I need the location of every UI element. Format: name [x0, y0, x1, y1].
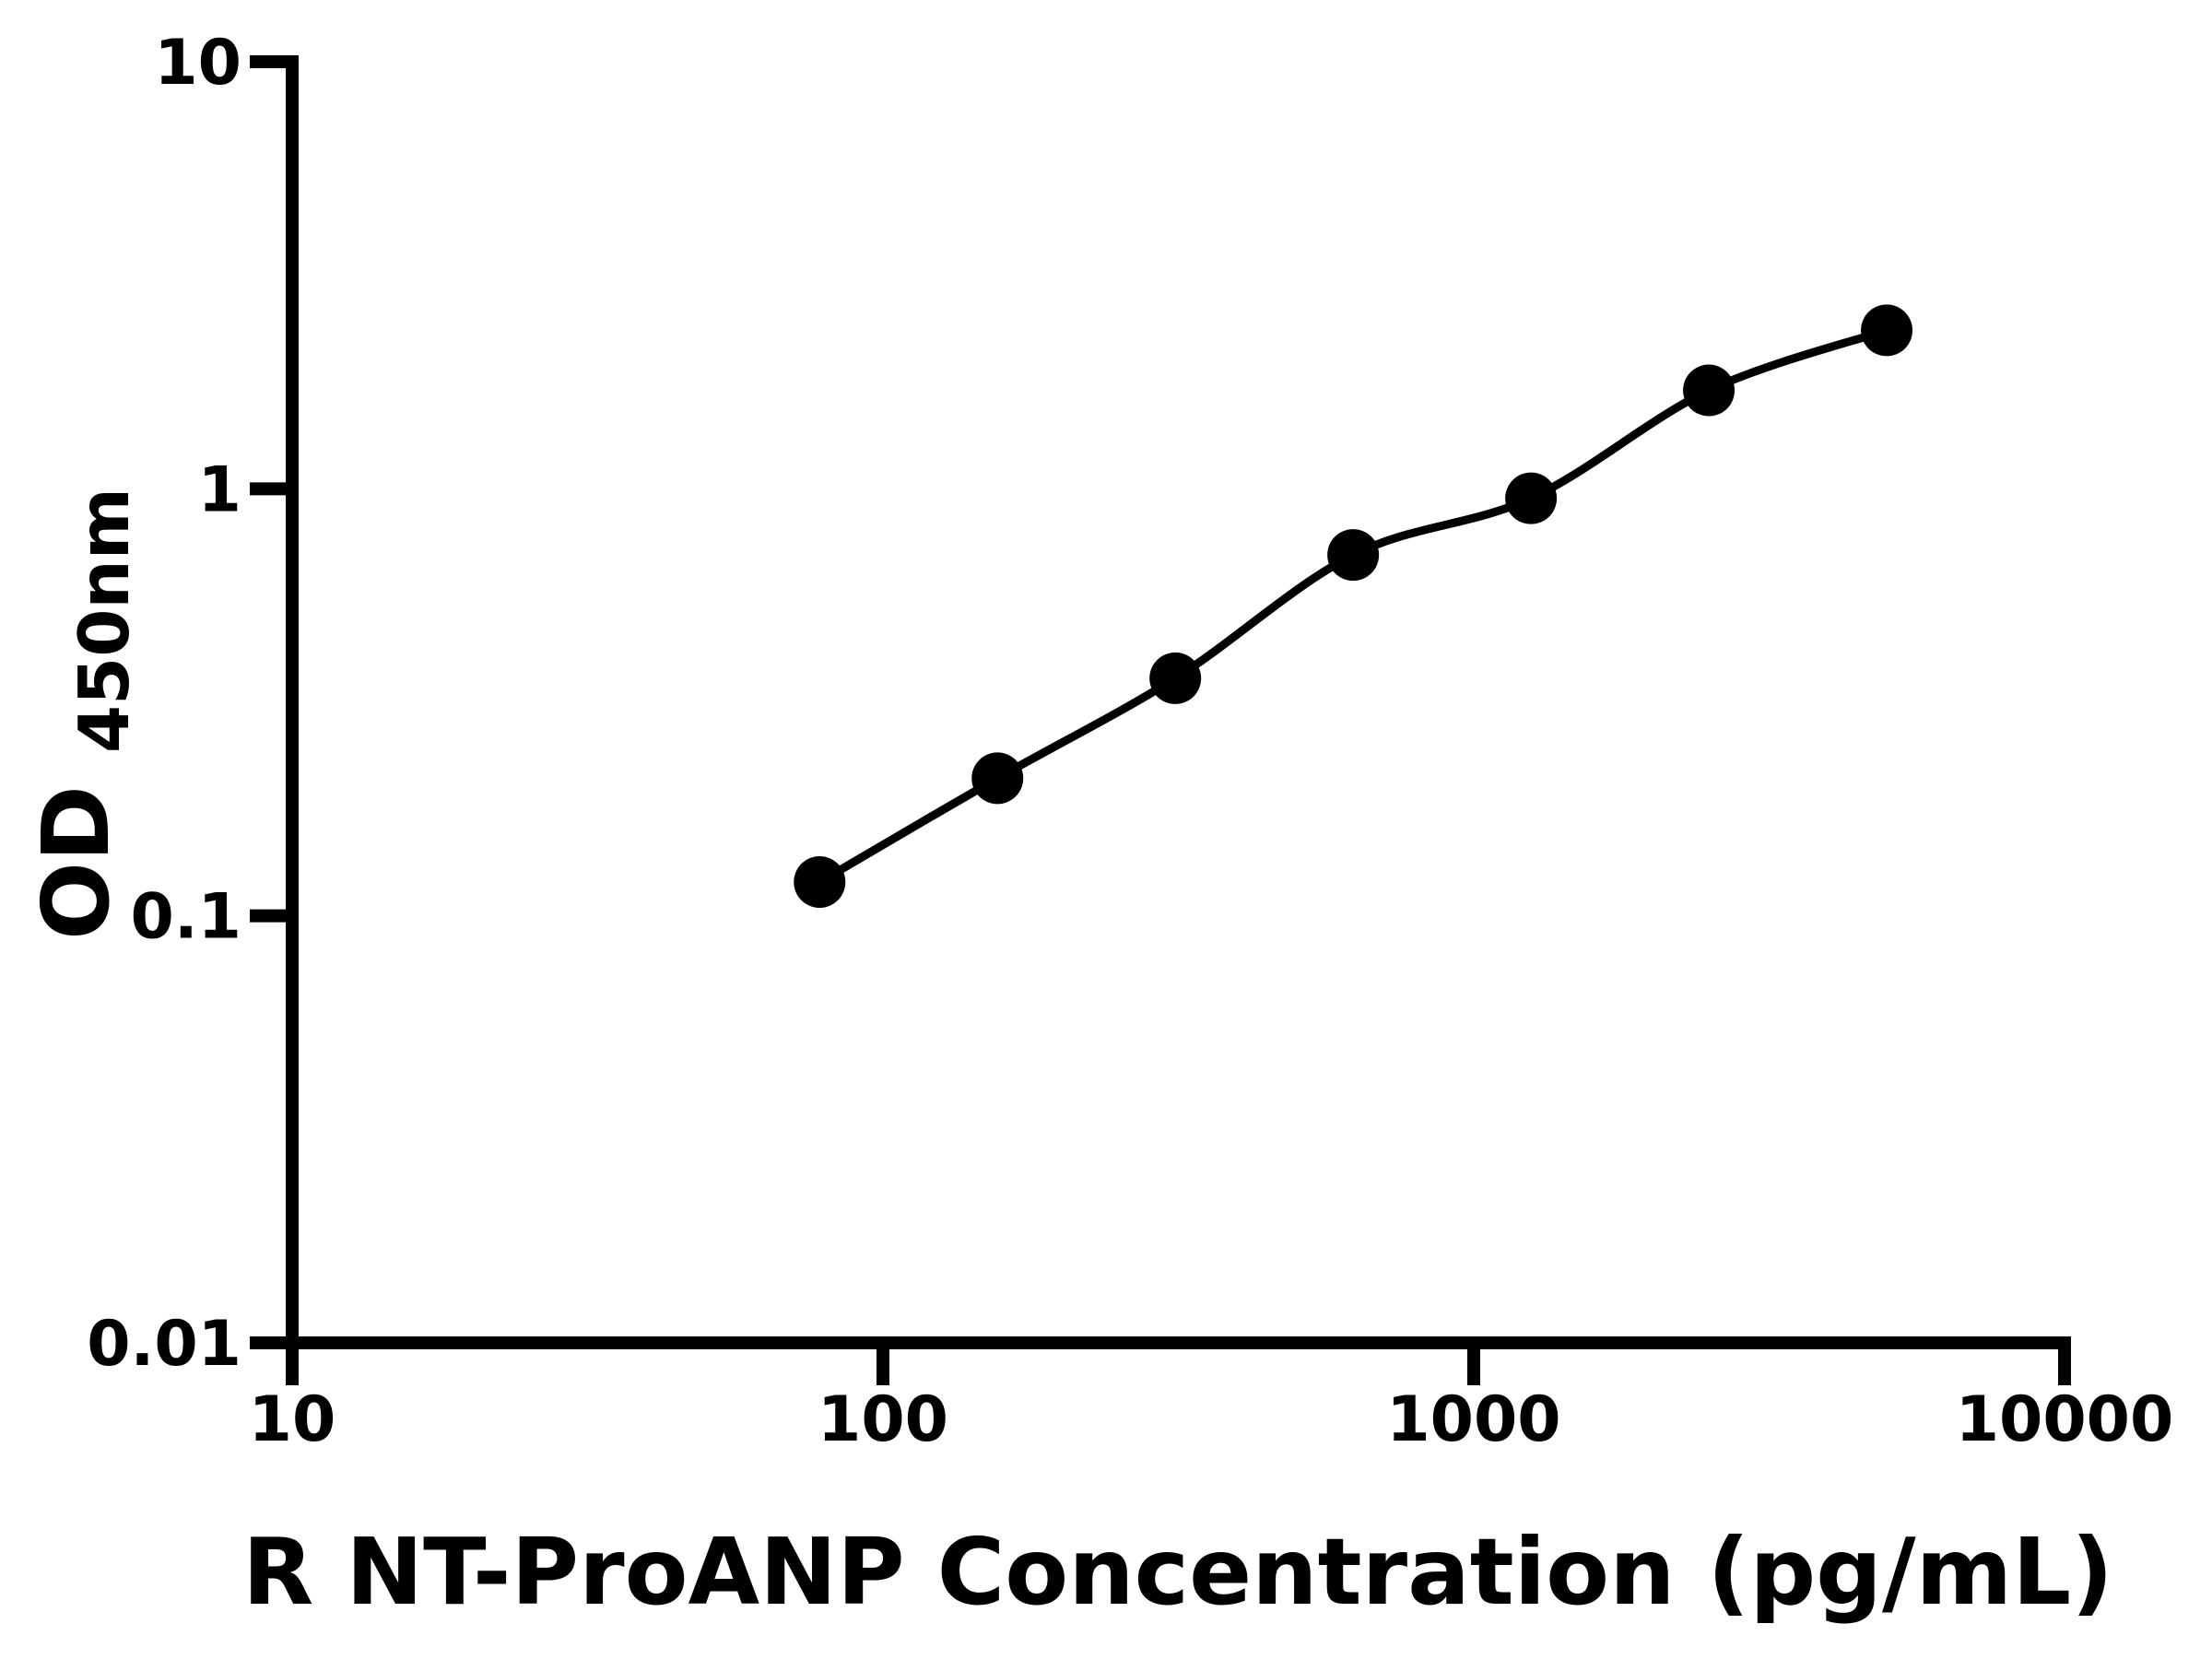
y-tick-label: 1	[198, 453, 241, 526]
data-point	[971, 752, 1024, 805]
data-series	[794, 304, 1913, 908]
data-point	[1683, 364, 1735, 417]
y-axis-title-subscript: 450nm	[64, 488, 145, 753]
x-tick-label: 1000	[1386, 1383, 1560, 1456]
data-point	[1505, 472, 1558, 524]
y-axis-title: OD 450nm	[22, 488, 145, 940]
x-tick-label: 10000	[1956, 1383, 2174, 1456]
curve-line	[818, 326, 1888, 886]
data-point	[794, 855, 846, 908]
y-tick-label: 10	[154, 27, 241, 100]
y-tick-label: 0.01	[87, 1308, 241, 1381]
data-point	[1861, 304, 1913, 357]
x-axis-title: R NT-ProANP Concentration (pg/mL)	[242, 1518, 2113, 1626]
x-tick-label: 100	[818, 1383, 948, 1456]
axis-ticks: 10 100 1000 10000 10 1 0.1 0.01	[87, 27, 2173, 1456]
x-tick-label: 10	[249, 1383, 336, 1456]
y-tick-label: 0.1	[131, 881, 241, 954]
data-point	[1149, 652, 1202, 704]
data-point	[1327, 529, 1380, 582]
y-axis-title-main: OD	[22, 785, 130, 940]
